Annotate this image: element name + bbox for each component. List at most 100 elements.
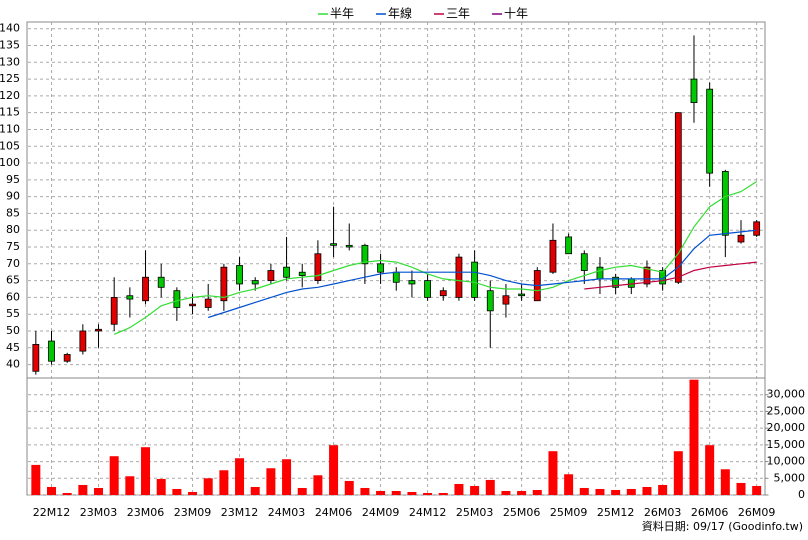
candle-body — [674, 112, 682, 283]
y-tick-label: 120 — [0, 89, 20, 102]
candle-body — [549, 239, 557, 273]
volume-bar — [595, 488, 605, 495]
volume-bar — [673, 451, 683, 495]
volume-bar — [47, 486, 57, 495]
volume-bar — [470, 485, 480, 495]
volume-bar — [391, 490, 401, 495]
volume-bar — [203, 478, 213, 495]
volume-bar — [423, 492, 433, 495]
candle-body — [298, 271, 306, 276]
candle-body — [361, 244, 369, 265]
candle-body — [48, 340, 55, 362]
volume-bar — [62, 492, 72, 495]
y-tick-label: 65 — [6, 274, 20, 287]
candle-body — [220, 266, 228, 302]
y-tick-label: 130 — [0, 55, 20, 68]
y-tick-label: 85 — [6, 206, 20, 219]
candle-body — [32, 344, 40, 372]
candle-body — [439, 290, 447, 297]
candle-body — [79, 330, 87, 352]
y-tick-label: 125 — [0, 72, 20, 85]
candle-body — [424, 280, 431, 298]
volume-bar — [736, 482, 746, 495]
candle-body — [63, 354, 71, 362]
x-tick-label: 23M09 — [174, 506, 212, 519]
candle-body — [471, 261, 479, 298]
x-tick-label: 24M09 — [362, 506, 400, 519]
legend-label: 三年 — [446, 7, 470, 21]
volume-bar — [266, 468, 276, 495]
candle-body — [95, 328, 102, 332]
y-tick-label: 45 — [6, 341, 20, 354]
volume-bar — [250, 486, 260, 495]
ma-line — [584, 261, 757, 290]
volume-bar — [219, 470, 229, 495]
y2-tick-label: 10,000 — [767, 455, 806, 468]
plot-frame — [26, 21, 766, 496]
y2-tick-label: 25,000 — [767, 404, 806, 417]
volume-bar — [109, 456, 119, 495]
volume-bar — [407, 491, 417, 495]
volume-bar — [313, 475, 323, 495]
x-tick-label: 24M03 — [268, 506, 306, 519]
candle-body — [455, 256, 463, 298]
candle-body — [392, 271, 400, 283]
y-tick-label: 60 — [6, 290, 20, 303]
y-tick-label: 55 — [6, 307, 20, 320]
y-tick-label: 80 — [6, 223, 20, 236]
x-tick-label: 25M09 — [550, 506, 588, 519]
volume-bar — [376, 490, 386, 495]
volume-bar — [517, 490, 527, 495]
candle-body — [737, 234, 745, 243]
volume-bar — [141, 447, 151, 495]
volume-bar — [642, 486, 652, 495]
volume-bar — [579, 487, 589, 495]
candle-body — [612, 276, 620, 288]
volume-bar — [360, 487, 370, 495]
y2-tick-label: 15,000 — [767, 438, 806, 451]
candle-body — [753, 221, 761, 236]
volume-bar — [297, 487, 307, 495]
x-tick-label: 26M03 — [644, 506, 682, 519]
y-tick-label: 70 — [6, 257, 20, 270]
x-tick-label: 23M06 — [127, 506, 165, 519]
y2-tick-label: 20,000 — [767, 421, 806, 434]
volume-bar — [532, 489, 542, 495]
y-tick-label: 40 — [6, 358, 20, 371]
volume-bar — [172, 488, 182, 495]
x-tick-label: 22M12 — [33, 506, 71, 519]
volume-bar — [188, 491, 198, 495]
candle-body — [345, 244, 353, 248]
y2-tick-label: 5,000 — [774, 471, 806, 484]
candle-body — [314, 253, 322, 282]
candle-body — [142, 276, 149, 302]
volume-bar — [78, 484, 88, 495]
x-tick-label: 25M06 — [503, 506, 541, 519]
candle-body — [110, 296, 118, 325]
candle-body — [189, 303, 196, 307]
candle-body — [267, 270, 275, 282]
volume-bar — [125, 476, 135, 495]
candle-body — [251, 280, 259, 285]
legend-label: 年線 — [388, 6, 412, 21]
y-tick-label: 140 — [0, 22, 20, 35]
x-tick-label: 25M03 — [456, 506, 494, 519]
volume-bar — [31, 464, 41, 495]
candle-body — [706, 88, 714, 174]
y-tick-label: 110 — [0, 122, 20, 135]
candle-body — [236, 265, 243, 285]
x-tick-label: 23M03 — [80, 506, 118, 519]
candle-body — [330, 243, 337, 246]
candle-body — [126, 295, 134, 300]
legend-label: 半年 — [330, 7, 354, 21]
candle-body — [580, 253, 588, 271]
candle-body — [565, 236, 573, 255]
volume-bar — [501, 490, 511, 495]
x-tick-label: 23M12 — [221, 506, 259, 519]
volume-bar — [94, 487, 104, 495]
ma-line — [208, 229, 757, 319]
y-tick-label: 90 — [6, 190, 20, 203]
y-tick-label: 50 — [6, 324, 20, 337]
volume-bar — [282, 459, 292, 495]
x-tick-label: 26M06 — [691, 506, 729, 519]
